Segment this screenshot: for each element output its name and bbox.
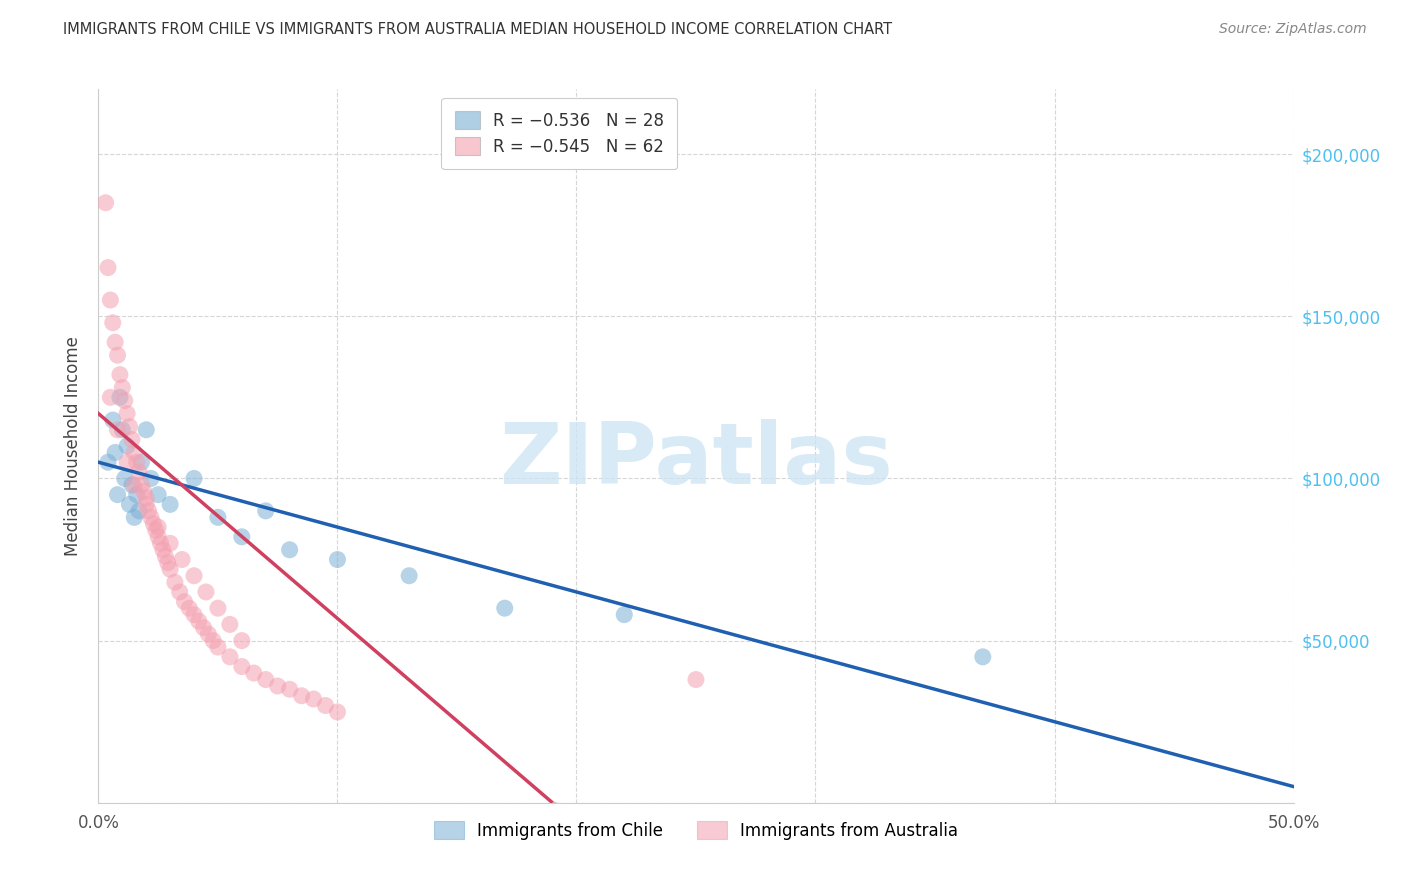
Point (131, 478, 153, 492)
Point (125, 488, 148, 502)
Point (179, 601, 201, 615)
Point (148, 488, 170, 502)
Point (124, 445, 146, 459)
Point (121, 478, 143, 492)
Point (115, 439, 138, 453)
Point (98, 293, 122, 307)
Point (159, 536, 181, 550)
Point (124, 510, 146, 524)
Point (163, 575, 186, 590)
Point (107, 423, 129, 437)
Text: Source: ZipAtlas.com: Source: ZipAtlas.com (1219, 22, 1367, 37)
Y-axis label: Median Household Income: Median Household Income (65, 336, 83, 556)
Point (278, 682, 301, 697)
Point (128, 504, 150, 518)
Point (159, 562, 181, 576)
Point (155, 549, 177, 564)
Point (104, 335, 127, 350)
Point (231, 633, 253, 648)
Point (326, 705, 349, 719)
Point (243, 666, 266, 681)
Point (97, 455, 120, 469)
Point (142, 516, 165, 531)
Point (148, 520, 170, 534)
Point (685, 673, 707, 687)
Point (115, 407, 138, 421)
Point (183, 471, 205, 485)
Point (231, 530, 253, 544)
Point (124, 478, 146, 492)
Text: IMMIGRANTS FROM CHILE VS IMMIGRANTS FROM AUSTRALIA MEDIAN HOUSEHOLD INCOME CORRE: IMMIGRANTS FROM CHILE VS IMMIGRANTS FROM… (63, 22, 893, 37)
Point (197, 627, 219, 641)
Point (115, 455, 138, 469)
Point (315, 698, 337, 713)
Point (254, 673, 277, 687)
Point (138, 504, 160, 518)
Point (219, 649, 242, 664)
Point (183, 568, 205, 582)
Point (108, 368, 131, 382)
Point (398, 568, 420, 582)
Point (231, 659, 253, 673)
Point (172, 552, 194, 566)
Point (135, 491, 157, 505)
Point (207, 640, 229, 654)
Point (219, 617, 242, 632)
Point (101, 413, 124, 427)
Point (169, 585, 191, 599)
Point (107, 488, 129, 502)
Point (972, 649, 994, 664)
Point (135, 423, 157, 437)
Point (107, 348, 129, 362)
Point (207, 510, 229, 524)
Point (156, 556, 179, 570)
Point (114, 393, 136, 408)
Point (111, 423, 134, 437)
Point (104, 445, 127, 459)
Point (139, 471, 162, 485)
Point (118, 419, 141, 434)
Point (139, 510, 162, 524)
Point (183, 607, 205, 622)
Point (131, 455, 153, 469)
Point (193, 621, 215, 635)
Point (135, 497, 157, 511)
Point (302, 692, 325, 706)
Point (148, 530, 170, 544)
Point (159, 497, 181, 511)
Point (98, 390, 122, 404)
Point (613, 607, 636, 622)
Point (326, 552, 349, 566)
Point (108, 390, 131, 404)
Point (254, 504, 277, 518)
Point (132, 484, 155, 499)
Point (202, 633, 225, 648)
Point (97, 260, 120, 275)
Point (114, 471, 136, 485)
Point (118, 497, 141, 511)
Point (173, 595, 195, 609)
Point (145, 524, 167, 538)
Point (94, 195, 117, 210)
Point (267, 679, 290, 693)
Point (187, 614, 209, 628)
Legend: Immigrants from Chile, Immigrants from Australia: Immigrants from Chile, Immigrants from A… (426, 813, 966, 848)
Point (128, 465, 150, 479)
Point (207, 601, 229, 615)
Point (149, 536, 172, 550)
Point (152, 542, 174, 557)
Point (121, 433, 143, 447)
Point (291, 689, 314, 703)
Point (278, 542, 301, 557)
Point (494, 601, 516, 615)
Point (125, 455, 148, 469)
Point (111, 381, 134, 395)
Point (195, 585, 218, 599)
Point (101, 316, 124, 330)
Text: ZIPatlas: ZIPatlas (499, 418, 893, 502)
